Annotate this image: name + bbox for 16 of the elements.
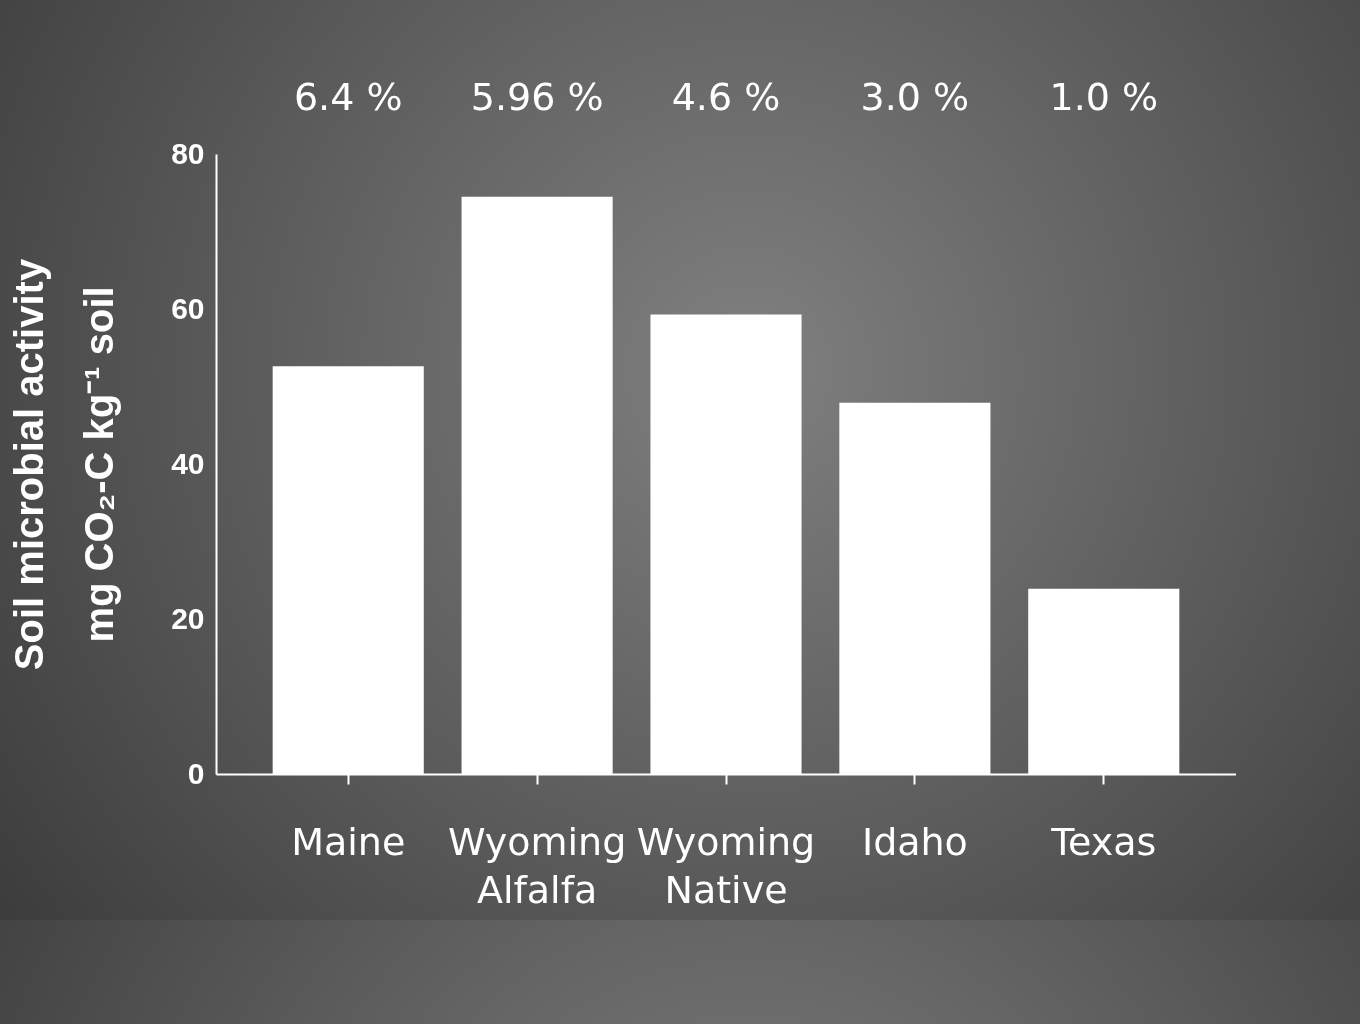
y-tick-label: 60 xyxy=(171,291,205,325)
x-tick-label: Wyoming Alfalfa xyxy=(447,819,627,912)
text: 3.0 % xyxy=(860,75,970,119)
x-tick-label: Maine xyxy=(291,819,406,864)
text: 5.96 % xyxy=(470,75,604,119)
text: 6.4 % xyxy=(293,75,403,119)
x-tick-label: Wyoming Native xyxy=(636,819,816,912)
y-tick-label: 20 xyxy=(171,601,205,635)
text: 4.6 % xyxy=(671,75,781,119)
x-tick-label: Texas xyxy=(1050,819,1157,864)
y-tick-label: 80 xyxy=(171,136,205,170)
x-tick-label: Idaho xyxy=(861,819,968,864)
text: 1.0 % xyxy=(1049,75,1159,119)
y-tick-label: 0 xyxy=(187,756,205,790)
y-axis-title: Soil microbial activity mg CO₂-C kg⁻¹ soil xyxy=(7,258,122,671)
y-tick-label: 40 xyxy=(171,446,205,480)
